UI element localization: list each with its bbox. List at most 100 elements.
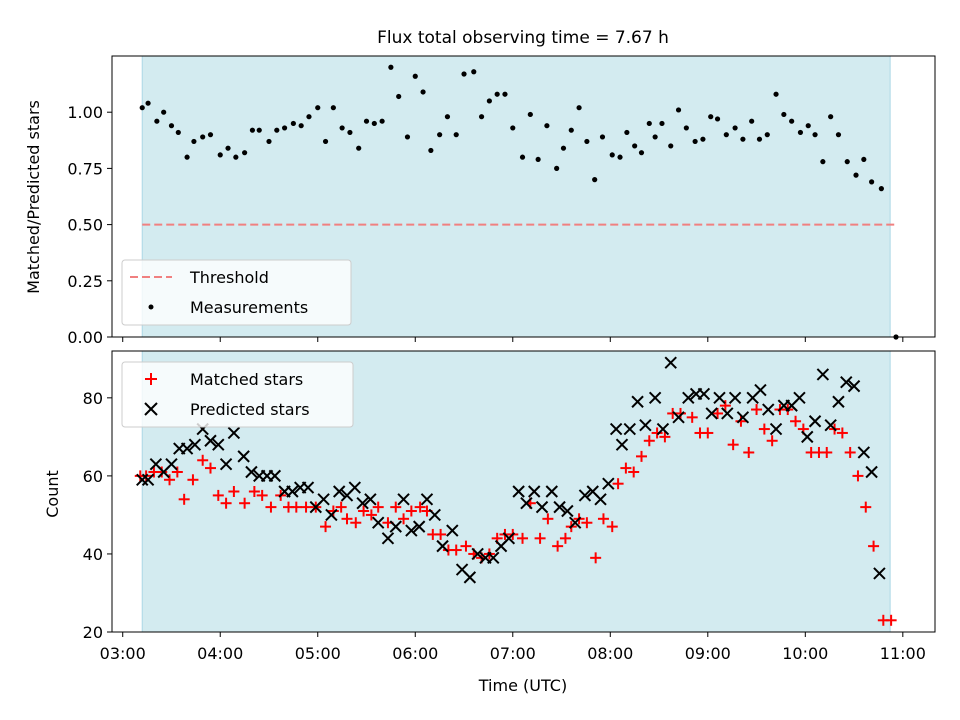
measurement-point bbox=[242, 150, 248, 156]
predicted-star-point bbox=[682, 391, 695, 405]
measurement-point bbox=[175, 129, 181, 136]
measurement-point bbox=[646, 120, 652, 127]
measurement-point bbox=[853, 172, 859, 178]
plot-frame-top bbox=[111, 55, 936, 338]
legend-measurements-label: Measurements bbox=[190, 298, 308, 317]
predicted-star-point bbox=[754, 383, 767, 397]
predicted-star-point bbox=[325, 508, 338, 522]
measurement-point bbox=[207, 132, 214, 138]
measurement-point bbox=[576, 105, 582, 111]
matched-star-point bbox=[590, 552, 602, 564]
predicted-star-point bbox=[512, 485, 525, 498]
x-tick-label: 08:00 bbox=[587, 644, 633, 663]
matched-star-point bbox=[635, 450, 647, 462]
matched-star-point bbox=[197, 454, 209, 466]
predicted-star-point bbox=[865, 465, 878, 479]
predicted-star-point bbox=[397, 493, 410, 506]
matched-star-point bbox=[702, 427, 714, 439]
matched-star-point bbox=[320, 521, 332, 533]
predicted-star-point bbox=[664, 356, 677, 369]
predicted-star-point bbox=[165, 457, 178, 471]
matched-star-point bbox=[659, 431, 671, 443]
predicted-star-point bbox=[609, 422, 623, 436]
predicted-star-point bbox=[520, 497, 533, 510]
matched-star-point bbox=[852, 470, 864, 482]
plot-frame-bottom bbox=[111, 350, 936, 633]
matched-star-point bbox=[651, 427, 663, 439]
measurement-point bbox=[632, 143, 638, 149]
measurement-point bbox=[404, 134, 411, 140]
measurement-point bbox=[568, 127, 574, 133]
matched-star-point bbox=[358, 505, 370, 517]
predicted-star-point bbox=[471, 547, 484, 561]
predicted-star-point bbox=[769, 422, 783, 436]
measurement-point bbox=[869, 179, 875, 185]
predicted-star-point bbox=[545, 485, 558, 498]
matched-star-point bbox=[860, 501, 872, 513]
predicted-star-point bbox=[648, 391, 662, 405]
ratio-plot: 0.00 0.25 0.50 0.75 1.00 Matched/Predicted s… bbox=[24, 55, 936, 347]
matched-star-point bbox=[178, 493, 190, 505]
measurement-point bbox=[371, 120, 377, 127]
matched-star-point bbox=[350, 517, 362, 529]
predicted-star-point bbox=[268, 469, 282, 483]
matched-stars-points bbox=[134, 400, 897, 626]
predicted-star-point bbox=[728, 391, 742, 405]
predicted-star-point bbox=[623, 422, 636, 436]
predicted-star-point bbox=[672, 411, 685, 424]
matched-star-point bbox=[390, 501, 402, 513]
y-axis-label-bottom: Count bbox=[43, 470, 62, 518]
measurement-point bbox=[668, 143, 674, 149]
predicted-star-point bbox=[762, 403, 775, 416]
predicted-star-point bbox=[857, 446, 871, 459]
matched-star-point bbox=[559, 532, 571, 544]
measurement-point bbox=[835, 132, 842, 138]
matched-star-point bbox=[735, 415, 747, 427]
measurement-point bbox=[609, 152, 615, 158]
predicted-star-point bbox=[245, 465, 258, 479]
predicted-star-point bbox=[847, 379, 861, 393]
predicted-star-point bbox=[136, 473, 149, 486]
matched-star-point bbox=[643, 435, 655, 447]
matched-star-point bbox=[751, 404, 763, 416]
matched-star-point bbox=[248, 486, 260, 497]
predicted-star-point bbox=[364, 493, 377, 506]
measurement-point bbox=[599, 134, 606, 140]
measurement-point bbox=[861, 156, 867, 163]
measurement-point bbox=[217, 152, 223, 158]
matched-star-point bbox=[885, 614, 897, 626]
predicted-star-point bbox=[631, 395, 644, 408]
matched-star-point bbox=[300, 501, 312, 513]
measurement-point bbox=[225, 145, 231, 151]
measurement-point bbox=[184, 154, 190, 160]
measurement-point bbox=[805, 123, 811, 129]
x-tick-label: 10:00 bbox=[782, 644, 828, 663]
measurement-point bbox=[584, 138, 590, 145]
matched-star-point bbox=[204, 462, 216, 474]
measurement-point bbox=[764, 132, 770, 138]
predicted-star-point bbox=[568, 516, 582, 529]
matched-star-point bbox=[341, 513, 353, 525]
matched-star-point bbox=[290, 501, 302, 513]
y-axis-ticks-top: 0.00 0.25 0.50 0.75 1.00 bbox=[67, 103, 112, 347]
predicted-star-point bbox=[405, 524, 418, 537]
measurement-point bbox=[191, 138, 197, 145]
predicted-star-point bbox=[721, 407, 734, 420]
measurement-point bbox=[306, 114, 312, 120]
predicted-star-point bbox=[141, 473, 155, 486]
matched-star-point bbox=[265, 501, 277, 513]
predicted-star-point bbox=[487, 551, 500, 565]
measurement-point bbox=[828, 114, 834, 120]
matched-star-point bbox=[187, 474, 199, 486]
measurement-point bbox=[145, 100, 151, 106]
predicted-stars-points bbox=[136, 356, 886, 584]
measurement-point bbox=[554, 165, 560, 171]
matched-star-point bbox=[719, 400, 731, 412]
predicted-star-point bbox=[412, 520, 426, 533]
matched-star-point bbox=[335, 501, 347, 513]
matched-star-point bbox=[836, 427, 848, 439]
measurement-point bbox=[363, 118, 370, 124]
measurement-point bbox=[347, 129, 353, 136]
legend-measurements-swatch bbox=[148, 304, 154, 310]
matched-star-point bbox=[552, 540, 564, 552]
